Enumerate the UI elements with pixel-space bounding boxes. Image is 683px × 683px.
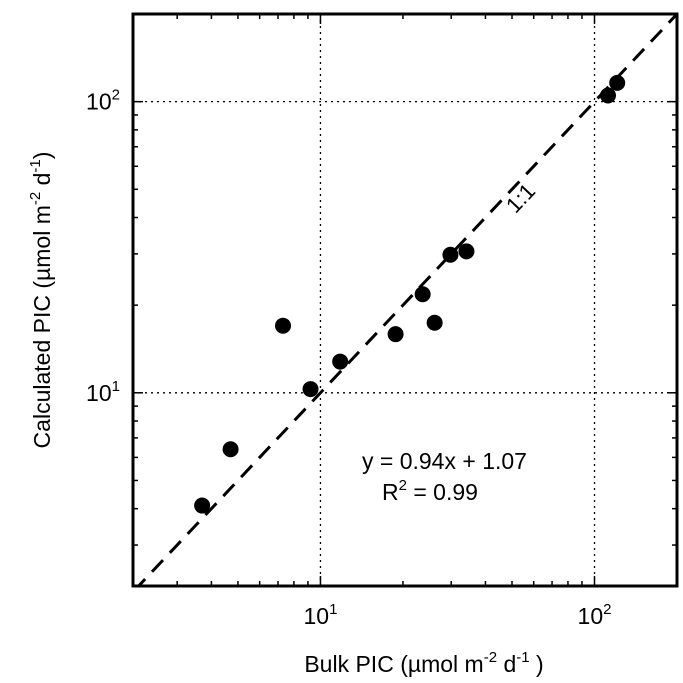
y-axis-label: Calculated PIC (µmol m-2 d-1) [27,152,55,449]
data-point-1 [222,441,239,458]
data-point-0 [194,497,211,514]
x-axis-label: Bulk PIC (µmol m-2 d-1 ) [304,649,543,677]
data-point-8 [442,246,459,263]
y-tick-label-0: 101 [86,378,120,406]
data-point-4 [332,353,349,370]
data-point-5 [387,326,404,343]
data-point-11 [609,74,626,91]
grid [133,14,677,586]
data-point-9 [458,243,475,260]
y-axis-ticks: 101 102 [86,13,677,546]
plot-frame [131,12,679,588]
x-tick-label-0: 101 [303,601,337,629]
r-squared-annotation: R2 = 0.99 [382,477,478,505]
reference-line-label: 1:1 [501,178,540,217]
y-tick-label-1: 102 [86,87,120,115]
reference-line-1-1 [136,14,677,586]
equation-annotation: y = 0.94x + 1.07 [362,448,527,474]
data-points [194,74,626,514]
x-axis-ticks: 101 102 [176,14,678,629]
data-point-3 [302,381,319,398]
data-point-6 [414,286,431,303]
data-point-10 [599,87,616,104]
data-point-7 [426,314,443,331]
data-point-2 [275,317,292,334]
x-tick-label-1: 102 [578,601,612,629]
